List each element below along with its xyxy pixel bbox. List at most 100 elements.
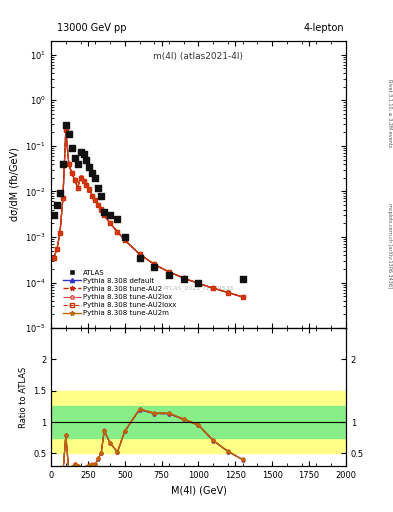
Text: mcplots.cern.ch [arXiv:1306.3436]: mcplots.cern.ch [arXiv:1306.3436]	[387, 203, 392, 288]
Pythia 8.308 tune-AU2loxx	[152, 261, 156, 267]
Pythia 8.308 tune-AU2loxx	[84, 182, 89, 188]
ATLAS	[181, 275, 187, 283]
Pythia 8.308 default	[137, 251, 142, 257]
Pythia 8.308 tune-AU2lox	[226, 289, 230, 295]
ATLAS	[68, 144, 75, 152]
Pythia 8.308 tune-AU2	[96, 202, 101, 208]
ATLAS	[114, 215, 121, 223]
Line: Pythia 8.308 tune-AU2: Pythia 8.308 tune-AU2	[51, 128, 245, 300]
Pythia 8.308 tune-AU2lox	[55, 246, 59, 252]
Pythia 8.308 tune-AU2m	[61, 195, 65, 201]
Pythia 8.308 default	[182, 275, 186, 281]
Pythia 8.308 tune-AU2m	[99, 206, 104, 212]
X-axis label: M(4l) (GeV): M(4l) (GeV)	[171, 485, 226, 495]
Pythia 8.308 tune-AU2loxx	[66, 161, 71, 167]
Pythia 8.308 tune-AU2m	[123, 237, 127, 243]
Pythia 8.308 tune-AU2	[72, 177, 77, 183]
Pythia 8.308 tune-AU2m	[81, 178, 86, 184]
Pythia 8.308 default	[93, 197, 98, 203]
ATLAS	[89, 169, 95, 177]
ATLAS	[54, 201, 60, 209]
Pythia 8.308 tune-AU2loxx	[78, 175, 83, 181]
Pythia 8.308 tune-AU2m	[69, 170, 74, 176]
Pythia 8.308 tune-AU2lox	[152, 261, 156, 267]
Pythia 8.308 default	[241, 294, 245, 300]
Pythia 8.308 default	[90, 193, 95, 199]
Pythia 8.308 tune-AU2lox	[58, 230, 62, 236]
Pythia 8.308 tune-AU2loxx	[226, 289, 230, 295]
ATLAS	[166, 270, 172, 279]
ATLAS	[83, 156, 90, 164]
Y-axis label: Ratio to ATLAS: Ratio to ATLAS	[18, 367, 28, 428]
Pythia 8.308 tune-AU2	[137, 251, 142, 257]
Pythia 8.308 tune-AU2lox	[123, 237, 127, 243]
Pythia 8.308 default	[167, 269, 171, 275]
Pythia 8.308 tune-AU2loxx	[108, 220, 112, 226]
Pythia 8.308 tune-AU2loxx	[102, 212, 107, 218]
Pythia 8.308 tune-AU2m	[78, 175, 83, 181]
Bar	[51, 391, 346, 454]
Pythia 8.308 tune-AU2	[123, 237, 127, 243]
Pythia 8.308 tune-AU2loxx	[137, 251, 142, 257]
Pythia 8.308 tune-AU2	[52, 254, 57, 261]
Pythia 8.308 tune-AU2	[64, 127, 68, 133]
Pythia 8.308 tune-AU2lox	[52, 254, 57, 261]
Pythia 8.308 tune-AU2loxx	[69, 170, 74, 176]
Pythia 8.308 tune-AU2m	[72, 177, 77, 183]
Pythia 8.308 tune-AU2	[226, 290, 230, 296]
Pythia 8.308 tune-AU2lox	[75, 184, 80, 190]
Pythia 8.308 tune-AU2m	[196, 280, 201, 286]
Pythia 8.308 tune-AU2lox	[78, 175, 83, 181]
Pythia 8.308 tune-AU2loxx	[64, 127, 68, 133]
Pythia 8.308 tune-AU2loxx	[182, 275, 186, 281]
Pythia 8.308 tune-AU2lox	[64, 127, 68, 133]
Pythia 8.308 tune-AU2	[152, 261, 156, 267]
Pythia 8.308 tune-AU2	[90, 193, 95, 199]
Text: ATLAS_2021_I1849535: ATLAS_2021_I1849535	[163, 285, 234, 291]
Pythia 8.308 tune-AU2	[78, 175, 83, 181]
Bar	[51, 407, 346, 438]
Pythia 8.308 tune-AU2	[84, 182, 89, 188]
Pythia 8.308 tune-AU2loxx	[167, 269, 171, 275]
Pythia 8.308 tune-AU2m	[87, 186, 92, 193]
Text: Rivet 3.1.10, ≥ 3.2M events: Rivet 3.1.10, ≥ 3.2M events	[387, 78, 392, 147]
Pythia 8.308 tune-AU2	[102, 212, 107, 218]
Pythia 8.308 tune-AU2loxx	[52, 254, 57, 261]
ATLAS	[195, 279, 202, 287]
Pythia 8.308 tune-AU2m	[52, 254, 57, 261]
Pythia 8.308 tune-AU2loxx	[55, 246, 59, 252]
Pythia 8.308 tune-AU2m	[93, 197, 98, 203]
ATLAS	[75, 160, 81, 168]
Pythia 8.308 tune-AU2m	[226, 289, 230, 295]
Pythia 8.308 tune-AU2loxx	[81, 178, 86, 184]
Pythia 8.308 tune-AU2	[55, 246, 59, 252]
Pythia 8.308 tune-AU2loxx	[93, 197, 98, 203]
Pythia 8.308 tune-AU2	[108, 220, 112, 226]
ATLAS	[72, 154, 78, 162]
ATLAS	[92, 174, 99, 182]
Pythia 8.308 tune-AU2	[81, 178, 86, 184]
Pythia 8.308 tune-AU2m	[241, 294, 245, 300]
Pythia 8.308 default	[52, 254, 57, 261]
Pythia 8.308 tune-AU2	[69, 170, 74, 176]
Pythia 8.308 tune-AU2loxx	[96, 202, 101, 208]
Pythia 8.308 default	[69, 170, 74, 176]
Line: Pythia 8.308 default: Pythia 8.308 default	[52, 129, 244, 299]
Text: 13000 GeV pp: 13000 GeV pp	[57, 23, 127, 33]
ATLAS	[101, 208, 107, 216]
Pythia 8.308 default	[78, 175, 83, 181]
Text: 4-lepton: 4-lepton	[303, 23, 344, 33]
ATLAS	[63, 121, 69, 130]
Pythia 8.308 default	[96, 202, 101, 208]
Pythia 8.308 default	[196, 281, 201, 287]
Line: Pythia 8.308 tune-AU2m: Pythia 8.308 tune-AU2m	[51, 127, 245, 300]
Pythia 8.308 default	[58, 230, 62, 237]
Pythia 8.308 tune-AU2lox	[72, 177, 77, 183]
Pythia 8.308 tune-AU2lox	[84, 181, 89, 187]
ATLAS	[136, 253, 143, 262]
Pythia 8.308 default	[99, 206, 104, 212]
Pythia 8.308 tune-AU2	[211, 285, 216, 291]
Pythia 8.308 tune-AU2	[58, 230, 62, 237]
Pythia 8.308 tune-AU2m	[58, 230, 62, 236]
Pythia 8.308 default	[75, 185, 80, 191]
